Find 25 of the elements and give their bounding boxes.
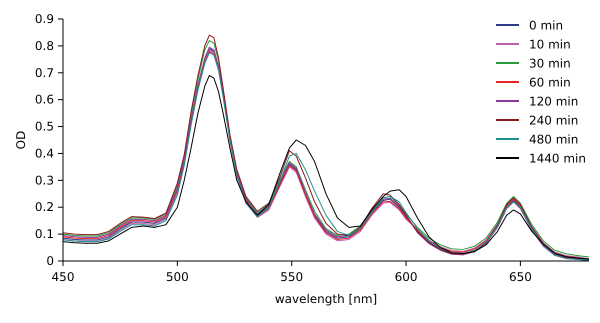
y-tick-label: 0.3 <box>34 173 54 188</box>
legend-label: 120 min <box>529 94 578 108</box>
y-tick-label: 0.8 <box>34 38 54 53</box>
y-axis-title: OD <box>14 130 28 150</box>
y-tick-label: 0.1 <box>34 227 54 242</box>
legend-label: 1440 min <box>529 152 586 166</box>
legend-label: 10 min <box>529 38 571 52</box>
legend-label: 60 min <box>529 76 571 90</box>
y-tick-label: 0.9 <box>34 12 54 26</box>
x-tick-label: 600 <box>394 270 418 284</box>
legend-label: 480 min <box>529 132 578 146</box>
y-tick-label: 0 <box>46 254 54 268</box>
legend-label: 0 min <box>529 18 564 32</box>
y-tick-label: 0.4 <box>34 146 54 160</box>
x-tick-label: 450 <box>52 270 74 284</box>
y-tick-label: 0.5 <box>34 120 54 134</box>
x-axis-title: wavelength [nm] <box>274 292 378 306</box>
y-tick-label: 0.6 <box>34 92 54 107</box>
x-tick-label: 650 <box>508 270 532 284</box>
legend-label: 240 min <box>529 114 578 128</box>
legend-label: 30 min <box>529 56 571 70</box>
x-tick-label: 500 <box>166 270 189 284</box>
y-tick-label: 0.2 <box>34 200 54 214</box>
x-tick-label: 550 <box>280 270 304 284</box>
y-tick-label: 0.7 <box>34 66 54 80</box>
